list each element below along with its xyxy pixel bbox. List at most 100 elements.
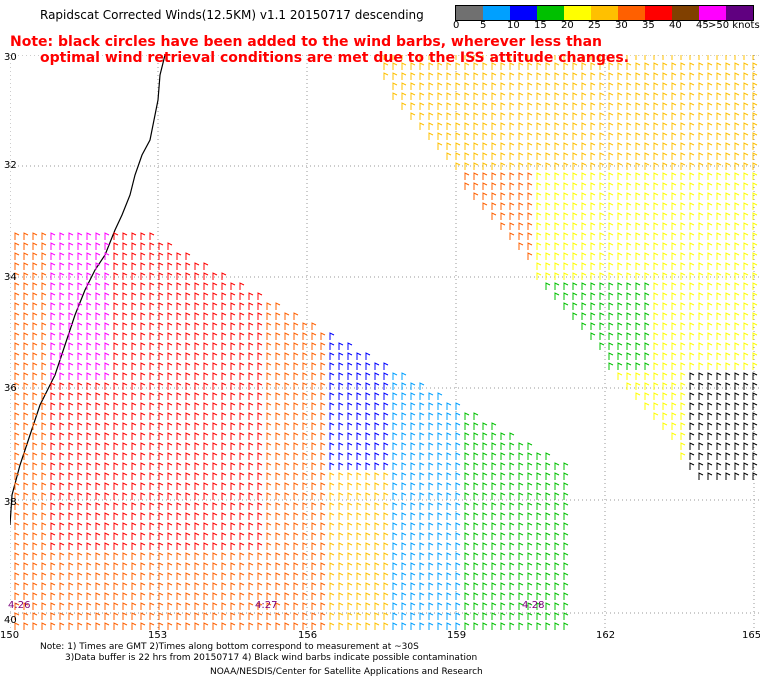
wind-barb (752, 332, 758, 340)
wind-barb (212, 402, 218, 410)
wind-barb (662, 172, 668, 180)
wind-barb (500, 452, 506, 460)
wind-barb (644, 252, 650, 260)
wind-barb (32, 512, 38, 520)
wind-barb (275, 392, 281, 400)
wind-barb (302, 462, 308, 470)
wind-barb (653, 172, 659, 180)
wind-barb (707, 92, 713, 100)
wind-barb (509, 452, 515, 460)
wind-barb (374, 372, 380, 380)
wind-barb (32, 272, 38, 280)
wind-barb (455, 422, 461, 430)
wind-barb (50, 322, 56, 330)
wind-barb (500, 102, 506, 110)
wind-barb (149, 342, 155, 350)
wind-barb (194, 512, 200, 520)
wind-barb (347, 512, 353, 520)
wind-barb (284, 312, 290, 320)
wind-barb (698, 232, 704, 240)
wind-barb (689, 222, 695, 230)
wind-barb (626, 372, 632, 380)
wind-barb (68, 472, 74, 480)
wind-barb (608, 132, 614, 140)
wind-barb (230, 572, 236, 580)
wind-barb (77, 242, 83, 250)
wind-barb (410, 62, 416, 70)
wind-barb (653, 302, 659, 310)
wind-barb (707, 392, 713, 400)
wind-barb (293, 362, 299, 370)
wind-barb (302, 602, 308, 610)
wind-barb (725, 292, 731, 300)
wind-barb (203, 322, 209, 330)
wind-barb (581, 82, 587, 90)
wind-barb (185, 252, 191, 260)
wind-barb (212, 602, 218, 610)
wind-barb (608, 272, 614, 280)
wind-barb (257, 312, 263, 320)
wind-barb (527, 532, 533, 540)
wind-barb (32, 312, 38, 320)
wind-barb (716, 192, 722, 200)
wind-barb (671, 292, 677, 300)
wind-barb (734, 162, 740, 170)
wind-barb (536, 572, 542, 580)
wind-barb (689, 412, 695, 420)
wind-barb (23, 532, 29, 540)
wind-barb (95, 462, 101, 470)
wind-barb (185, 552, 191, 560)
wind-barb (59, 422, 65, 430)
wind-barb (338, 472, 344, 480)
wind-barb (41, 292, 47, 300)
wind-barb (536, 62, 542, 70)
wind-barb (491, 212, 497, 220)
wind-barb (221, 432, 227, 440)
wind-barb (176, 282, 182, 290)
wind-barb (95, 582, 101, 590)
wind-barb (23, 272, 29, 280)
wind-barb (266, 512, 272, 520)
wind-barb (455, 152, 461, 160)
wind-barb (698, 102, 704, 110)
wind-barb (437, 112, 443, 120)
wind-barb (383, 62, 389, 70)
wind-barb (284, 462, 290, 470)
wind-barb (149, 402, 155, 410)
wind-barb (239, 512, 245, 520)
wind-barb (626, 102, 632, 110)
wind-barb (635, 102, 641, 110)
wind-barb (23, 262, 29, 270)
wind-barb (680, 272, 686, 280)
wind-barb (707, 412, 713, 420)
wind-barb (374, 362, 380, 370)
wind-barb (167, 552, 173, 560)
wind-barb (230, 462, 236, 470)
wind-barb (293, 402, 299, 410)
wind-barb (536, 132, 542, 140)
wind-barb (149, 522, 155, 530)
wind-barb (383, 562, 389, 570)
wind-barb (95, 522, 101, 530)
wind-barb (212, 352, 218, 360)
wind-barb (275, 572, 281, 580)
wind-barb (608, 202, 614, 210)
wind-barb (266, 312, 272, 320)
wind-barb (140, 322, 146, 330)
wind-barb (743, 162, 749, 170)
wind-barb (194, 442, 200, 450)
wind-barb (50, 592, 56, 600)
wind-barb (644, 222, 650, 230)
wind-barb (329, 362, 335, 370)
wind-barb (140, 422, 146, 430)
wind-barb (302, 502, 308, 510)
wind-barb (311, 442, 317, 450)
wind-barb (554, 182, 560, 190)
wind-barb (374, 442, 380, 450)
wind-barb (527, 452, 533, 460)
wind-barb (662, 92, 668, 100)
wind-barb (23, 252, 29, 260)
wind-barb (365, 502, 371, 510)
wind-barb (293, 572, 299, 580)
wind-barb (671, 272, 677, 280)
